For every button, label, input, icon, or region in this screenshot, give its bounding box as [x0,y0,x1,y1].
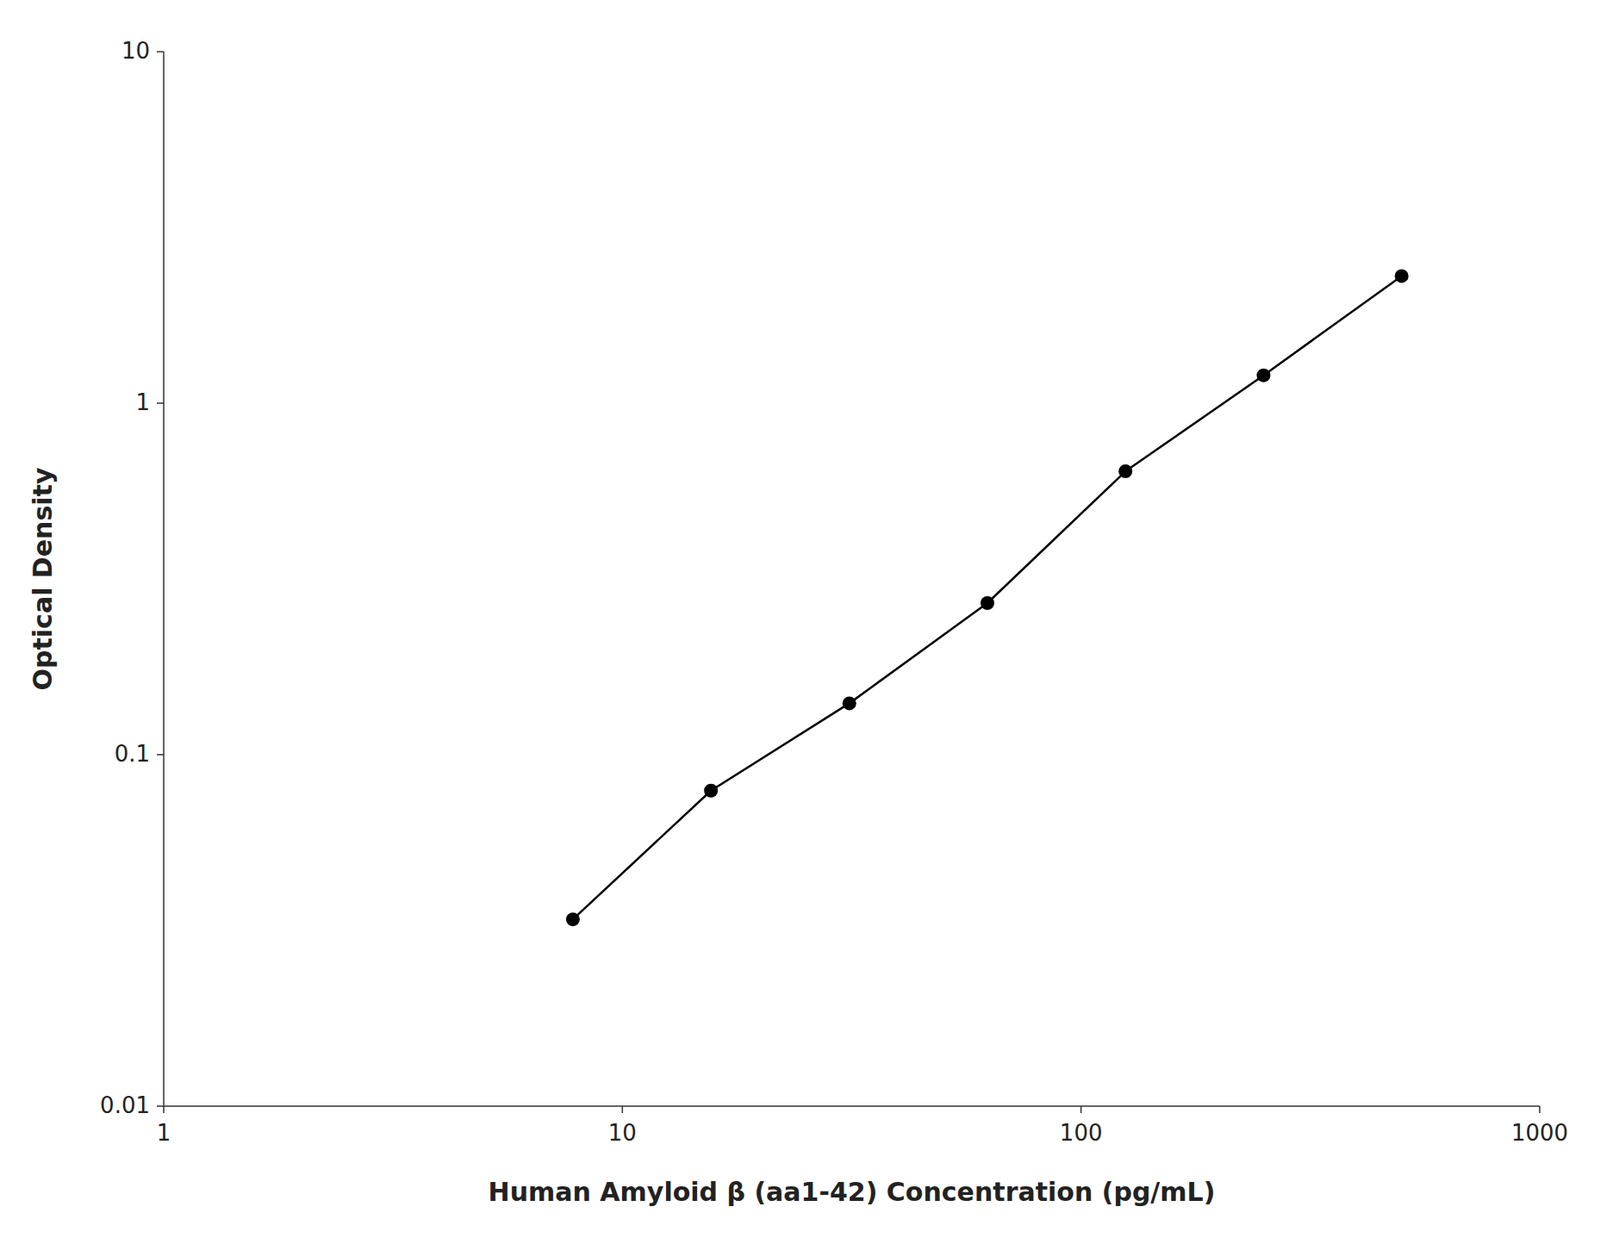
x-tick-label: 100 [1059,1120,1103,1146]
data-point [980,596,995,611]
y-tick [156,753,164,756]
y-tick-label: 10 [121,37,150,64]
x-tick-label: 1000 [1511,1120,1569,1146]
y-tick-label: 0.1 [114,740,150,767]
x-tick-label: 1 [156,1120,172,1146]
chart-container: 1 10 100 1000 0.01 0.1 1 10 Human Amyloid β (aa1… [0,0,1600,1244]
y-tick [156,402,164,405]
y-axis-label: Optical Density [27,466,58,691]
y-tick-label: 0.01 [99,1092,150,1119]
x-tick [162,1106,165,1114]
chart-svg: 1 10 100 1000 0.01 0.1 1 10 Human Amyloid β (aa1… [0,0,1600,1244]
data-point [1257,368,1271,383]
x-tick [1538,1106,1541,1114]
axes: 1 10 100 1000 0.01 0.1 1 10 [99,37,1569,1147]
x-tick-label: 10 [608,1120,637,1146]
data-point [566,912,580,927]
x-axis-line [163,1105,1540,1108]
data-point [1118,464,1133,479]
y-tick [156,50,164,53]
x-tick [1080,1106,1083,1114]
plot-area [566,268,1409,927]
data-point [1394,268,1409,283]
data-point [703,784,718,798]
x-axis-label: Human Amyloid β (aa1-42) Concentration (… [488,1176,1216,1208]
x-tick [622,1106,624,1114]
y-axis-line [162,51,165,1107]
data-point [842,696,857,710]
y-tick-label: 1 [135,389,150,416]
y-tick [156,1105,164,1108]
data-line [572,275,1402,920]
